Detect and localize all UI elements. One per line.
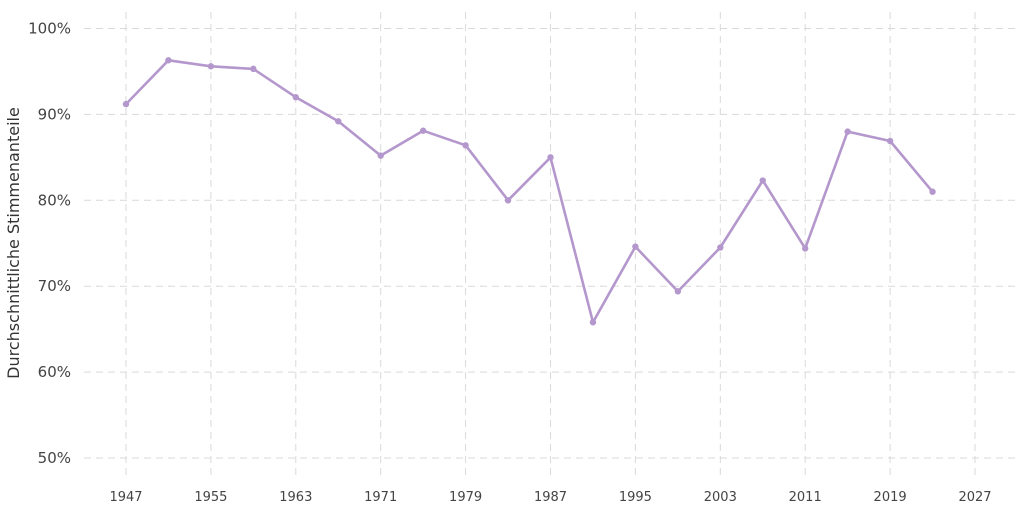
y-tick-label: 50% [38, 449, 71, 467]
series-line [124, 58, 934, 324]
y-tick-label: 100% [28, 20, 71, 38]
data-point [547, 154, 554, 161]
y-axis-ticks: 50% 60% 70% 80% 90% 100% [28, 20, 71, 468]
data-point [717, 244, 724, 251]
x-tick-label: 1955 [194, 490, 227, 505]
data-point [207, 63, 215, 70]
data-point [632, 243, 639, 250]
data-point [802, 245, 809, 252]
data-point [886, 137, 894, 145]
data-point [462, 142, 469, 149]
data-point [165, 57, 172, 64]
data-point [292, 94, 299, 101]
x-tick-label: 2003 [704, 490, 737, 505]
y-axis-title: Durchschnittliche Stimmenanteile [4, 107, 23, 379]
x-tick-label: 2019 [874, 490, 907, 505]
series [122, 57, 936, 326]
y-tick-label: 70% [38, 277, 71, 295]
data-point [929, 188, 936, 195]
data-point [335, 118, 342, 125]
x-axis-ticks: 1947 1955 1963 1971 1979 1987 1995 2003 2011 2019… [109, 490, 991, 505]
x-tick-label: 1987 [534, 490, 567, 505]
y-tick-label: 60% [38, 363, 71, 381]
grid [84, 12, 1016, 476]
y-tick-label: 80% [38, 191, 71, 209]
data-point [122, 100, 130, 108]
x-tick-label: 1963 [279, 490, 312, 505]
data-point [759, 177, 766, 184]
data-point [589, 319, 597, 326]
x-tick-label: 1947 [109, 490, 142, 505]
x-tick-label: 1995 [619, 490, 652, 505]
data-point [674, 288, 682, 295]
x-tick-label: 2027 [958, 490, 991, 505]
data-point [250, 65, 257, 73]
x-tick-label: 2011 [789, 490, 822, 505]
data-point [419, 127, 427, 134]
data-point [504, 197, 512, 204]
y-tick-label: 90% [38, 105, 71, 123]
data-point [844, 128, 851, 135]
x-tick-label: 1979 [449, 490, 482, 505]
data-point [377, 152, 384, 159]
x-tick-label: 1971 [364, 490, 397, 505]
